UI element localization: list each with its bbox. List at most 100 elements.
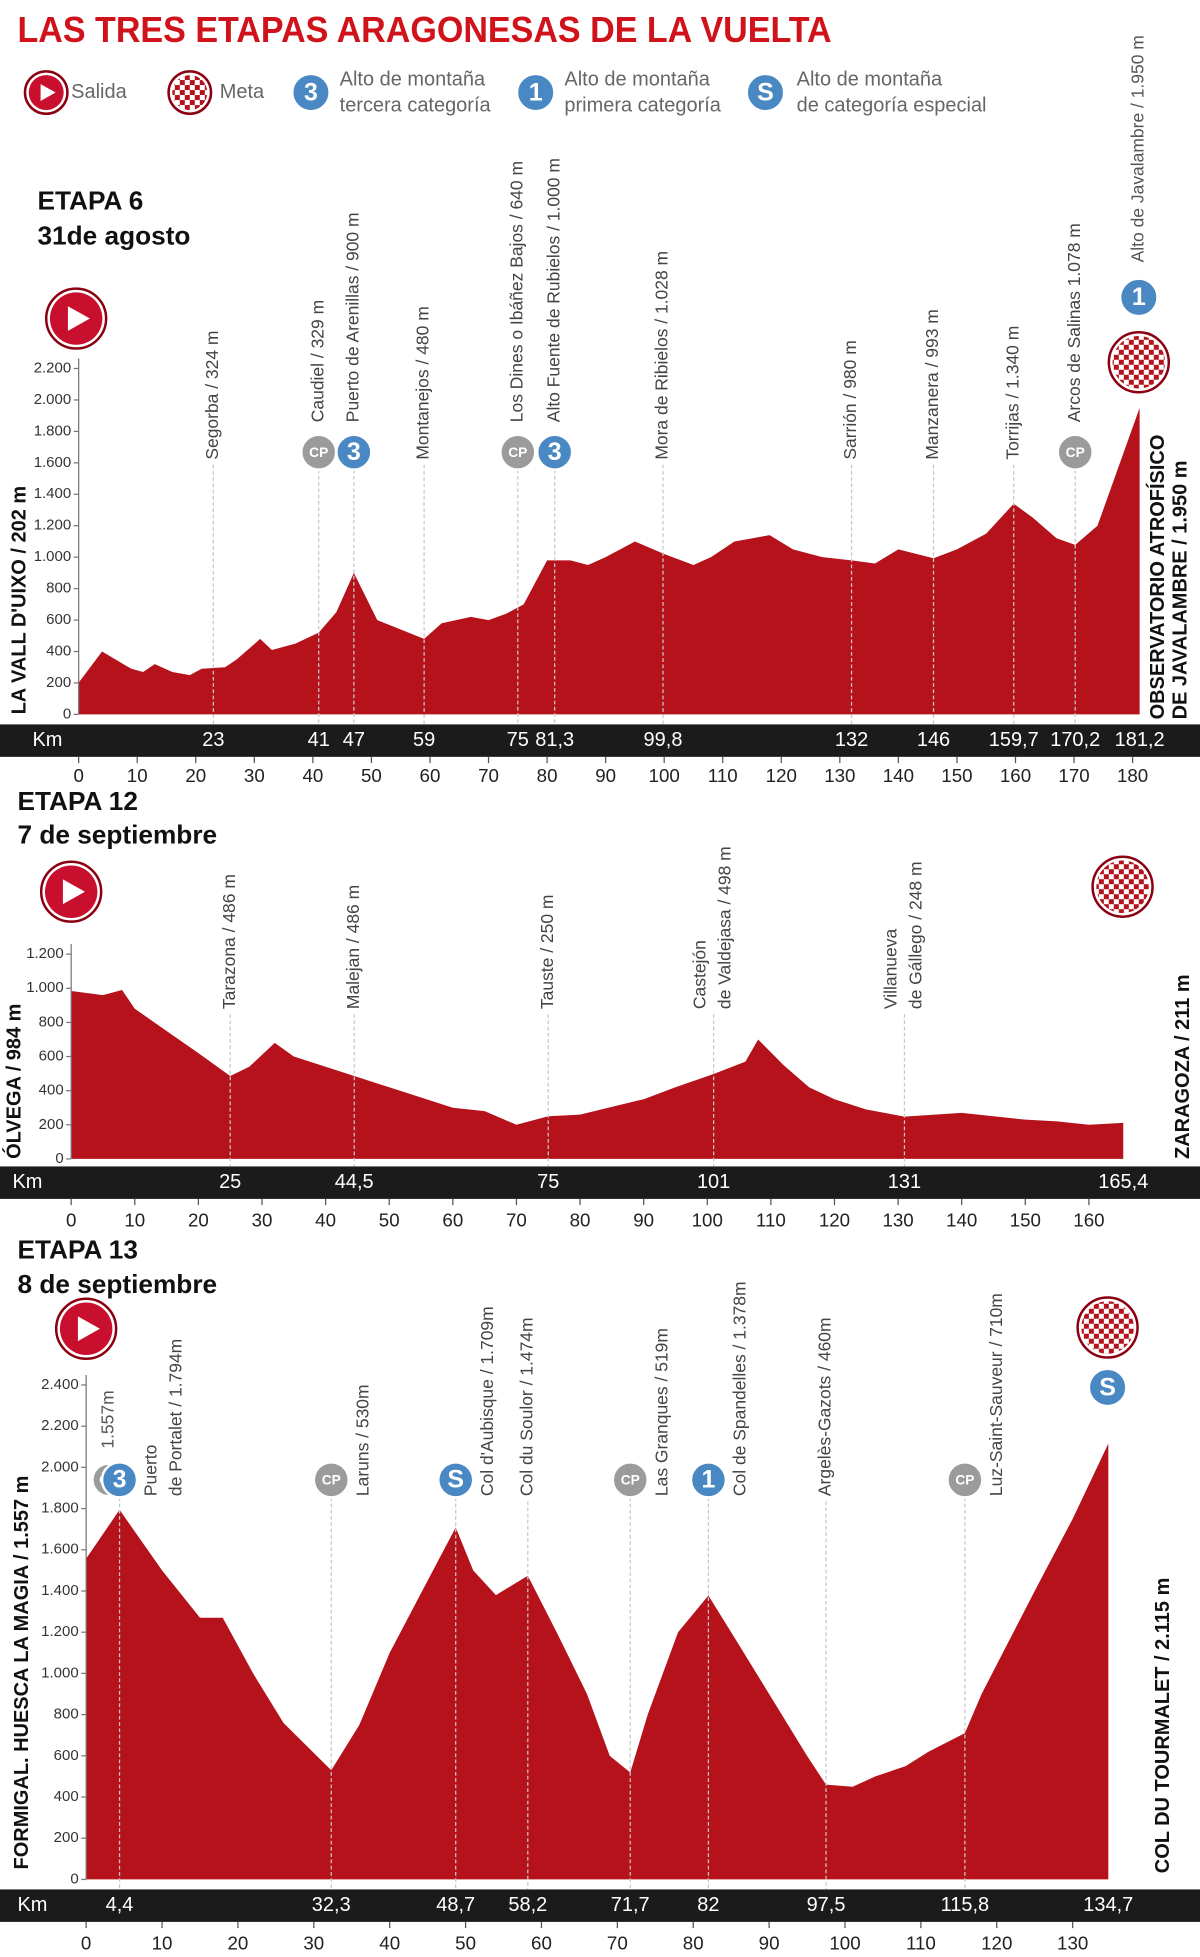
y-tick-label: 2.400 [41,1376,78,1393]
km-value: 47 [343,729,365,751]
legend-label: Meta [220,81,265,103]
x-tick-label: 150 [941,765,972,786]
badge [1118,277,1159,318]
x-tick-label: 120 [819,1209,850,1230]
stage-title: ETAPA 13 [17,1234,137,1264]
y-tick-label: 1.800 [34,422,71,439]
y-tick-label: 200 [46,674,71,691]
x-tick-label: 10 [127,765,148,786]
y-tick-label: 2.200 [34,359,71,376]
elevation-profile [71,989,1124,1159]
y-tick-label: 200 [39,1116,64,1133]
waypoint-name: Tauste / 250 m [537,895,557,1010]
km-value: 146 [917,729,950,751]
x-tick-label: 120 [981,1932,1012,1953]
badge-label: S [447,1466,464,1494]
waypoint-name: 1.557m [97,1390,117,1448]
x-tick-label: 90 [633,1209,654,1230]
start-icon [77,1316,100,1342]
x-tick-label: 0 [81,1932,91,1953]
badge [745,72,786,113]
x-tick-label: 90 [595,765,616,786]
x-tick-label: 140 [946,1209,977,1230]
waypoint-name: Villanueva [881,929,901,1010]
badge-label: 1 [1132,283,1146,311]
x-tick-label: 70 [506,1209,527,1230]
x-tick-label: 110 [708,765,738,786]
waypoint-name: Alto de Javalambre / 1.950 m [1127,35,1147,262]
badge [436,1461,475,1499]
x-tick-label: 50 [455,1932,476,1953]
km-value: 101 [697,1171,730,1193]
badge-label: 3 [113,1466,127,1494]
y-tick-label: 2.200 [41,1417,78,1434]
badge-label: 1 [529,78,543,106]
km-value: 170,2 [1050,729,1100,751]
y-tick-label: 800 [54,1706,79,1723]
km-value: 75 [507,729,529,751]
y-tick-label: 1.600 [41,1541,78,1558]
y-tick-label: 1.200 [26,945,63,962]
page-title: LAS TRES ETAPAS ARAGONESAS DE LA VUELTA [17,9,831,50]
waypoint-name: de Gállego / 248 m [906,861,926,1009]
x-tick-label: 60 [442,1209,463,1230]
y-tick-label: 200 [54,1829,79,1846]
y-tick-label: 400 [54,1788,79,1805]
km-value: 32,3 [312,1894,351,1916]
km-bar [0,724,1200,757]
legend-label: Alto de montaña [564,68,710,90]
km-label: Km [32,729,62,751]
km-bar [0,1889,1200,1922]
km-label: Km [17,1894,47,1916]
x-tick-label: 100 [692,1209,723,1230]
legend-label: tercera categoría [340,95,492,117]
km-bar [0,1166,1200,1199]
elevation-profile [78,407,1140,715]
badge-label: CP [1066,445,1085,460]
stage-end-label: COL DU TOURMALET / 2.115 m [1152,1578,1174,1874]
badge-label: S [1099,1373,1116,1401]
waypoint-name: Luz-Saint-Sauveur / 710m [986,1293,1006,1496]
y-tick-label: 2.000 [34,391,71,408]
x-tick-label: 70 [478,765,499,786]
stage-end-label: FORMIGAL. HUESCA LA MAGIA / 1.557 m [11,1476,33,1870]
y-tick-label: 0 [70,1870,78,1887]
x-tick-label: 170 [1058,765,1089,786]
x-tick-label: 160 [1073,1209,1104,1230]
x-tick-label: 0 [66,1209,76,1230]
y-tick-label: 800 [39,1013,64,1030]
waypoint-name: Alto Fuente de Rubielos / 1.000 m [543,158,563,422]
x-tick-label: 110 [756,1209,786,1230]
badge [312,1461,350,1499]
badge [1087,1367,1128,1408]
km-value: 134,7 [1083,1894,1133,1916]
badge-label: 3 [304,78,318,106]
x-tick-label: 30 [244,765,265,786]
badge-label: CP [621,1473,640,1488]
waypoint-name: Torrijas / 1.340 m [1002,326,1022,460]
y-tick-label: 1.600 [34,454,71,471]
finish-icon [1096,860,1149,913]
x-tick-label: 0 [73,765,83,786]
x-tick-label: 60 [531,1932,552,1953]
km-value: 132 [835,729,868,751]
y-tick-label: 0 [55,1150,63,1167]
x-tick-label: 10 [152,1932,173,1953]
km-value: 82 [697,1894,719,1916]
x-tick-label: 180 [1117,765,1148,786]
badge [499,433,537,471]
x-tick-label: 80 [570,1209,591,1230]
y-tick-label: 1.800 [41,1500,78,1517]
stage-end-label: DE JAVALAMBRE / 1.950 m [1170,460,1192,719]
y-tick-label: 1.000 [41,1664,78,1681]
legend-label: Salida [71,81,127,103]
waypoint-name: Montanejos / 480 m [413,306,433,459]
badge [611,1461,649,1499]
waypoint-name: Puerto de Arenillas / 900 m [342,212,362,422]
waypoint-name: Sarrión / 980 m [840,340,860,459]
badge [946,1461,984,1499]
y-tick-label: 800 [46,580,71,597]
badge-label: 3 [347,438,361,466]
finish-icon [1112,336,1166,389]
waypoint-name: Malejan / 486 m [343,885,363,1009]
